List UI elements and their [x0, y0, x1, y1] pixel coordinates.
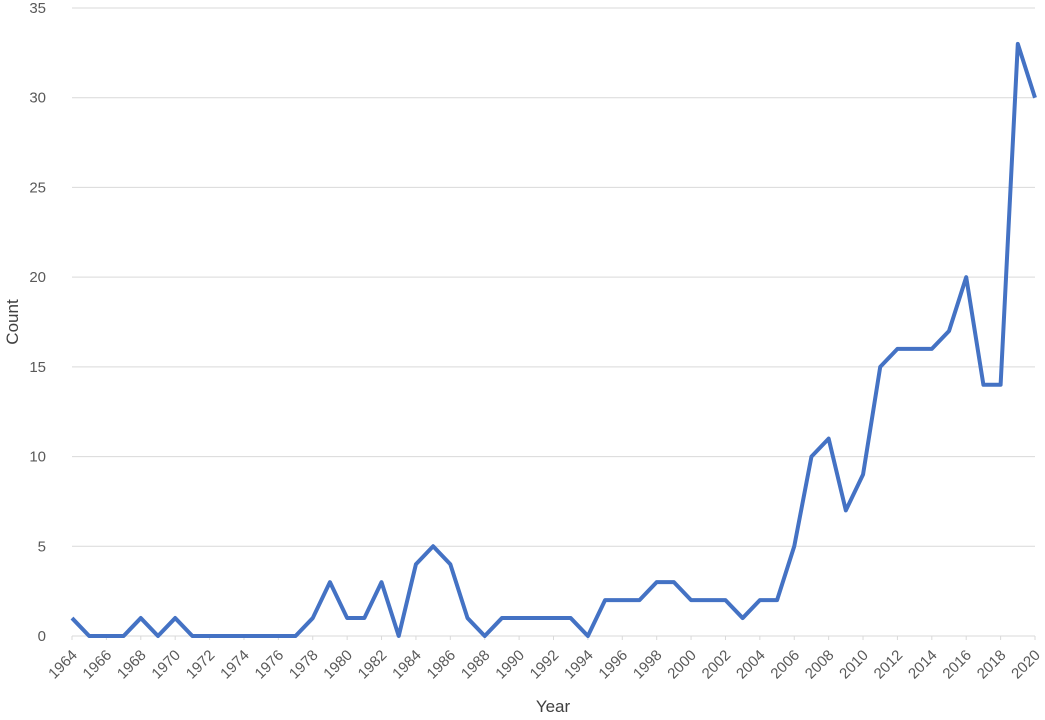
x-tick-label: 1974: [217, 647, 253, 683]
x-tick-label: 2000: [664, 647, 700, 683]
x-tick-label: 1970: [148, 647, 184, 683]
x-tick-label: 1998: [630, 647, 666, 683]
x-tick-label: 2016: [939, 647, 975, 683]
data-line: [70, 41, 1037, 638]
x-axis-label: Year: [536, 697, 571, 716]
y-tick-label: 15: [29, 359, 46, 376]
y-axis-label: Count: [3, 299, 22, 345]
x-tick-label: 1968: [114, 647, 150, 683]
x-tick-label: 2010: [836, 647, 872, 683]
y-tick-label: 35: [29, 0, 46, 17]
x-tick-label: 2020: [1008, 647, 1044, 683]
x-tick-label: 1966: [80, 647, 116, 683]
x-tick-label: 1988: [458, 647, 494, 683]
x-tick-label: 1978: [286, 647, 322, 683]
x-tick-label: 2008: [802, 647, 838, 683]
x-tick-label: 2012: [871, 647, 907, 683]
x-tick-label: 1990: [492, 647, 528, 683]
x-tick-label: 1996: [595, 647, 631, 683]
x-tick-label: 1986: [424, 647, 460, 683]
x-tick-label: 2002: [699, 647, 735, 683]
x-tick-label: 2018: [974, 647, 1010, 683]
x-tick-label: 1992: [527, 647, 563, 683]
x-tick-label: 1984: [389, 647, 425, 683]
x-tick-label: 1976: [252, 647, 288, 683]
y-tick-label: 25: [29, 179, 46, 196]
x-tick-label: 1994: [561, 647, 597, 683]
y-tick-label: 0: [38, 628, 46, 645]
x-tick-label: 1972: [183, 647, 219, 683]
x-tick-label: 1980: [320, 647, 356, 683]
y-tick-label: 10: [29, 449, 46, 466]
x-tick-label: 2014: [905, 647, 941, 683]
y-tick-label: 5: [38, 538, 46, 555]
y-tick-label: 30: [29, 90, 46, 107]
x-tick-label: 1982: [355, 647, 391, 683]
x-tick-label: 2004: [733, 647, 769, 683]
x-tick-label: 1964: [45, 647, 81, 683]
y-tick-label: 20: [29, 269, 46, 286]
x-tick-label: 2006: [767, 647, 803, 683]
